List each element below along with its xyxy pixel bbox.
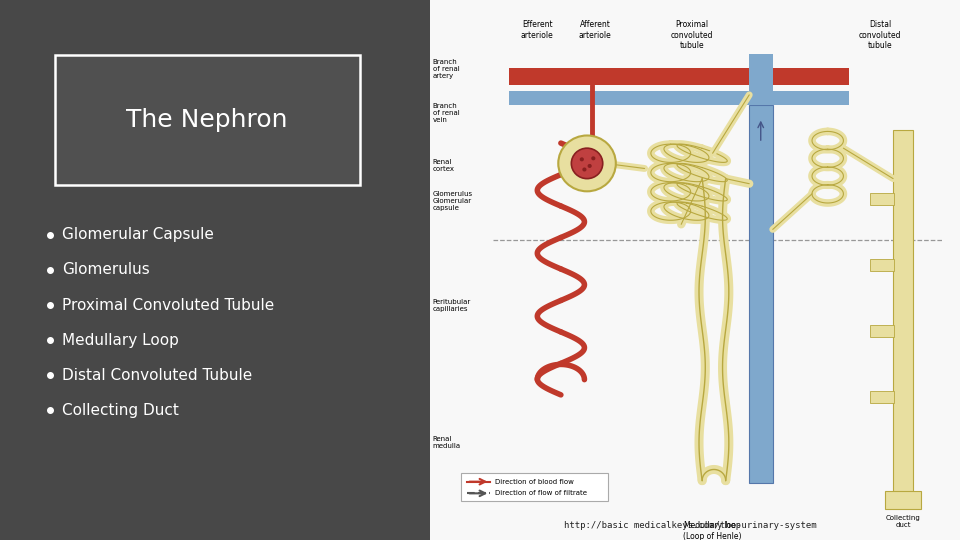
Circle shape	[559, 136, 615, 191]
Text: Afferent
arteriole: Afferent arteriole	[579, 21, 612, 39]
Text: Direction of blood flow: Direction of blood flow	[495, 478, 574, 485]
Bar	[870, 325, 894, 337]
Bar	[749, 105, 773, 483]
Bar	[893, 131, 913, 498]
Bar	[430, 0, 960, 540]
Bar	[870, 193, 894, 205]
Text: Collecting Duct: Collecting Duct	[62, 402, 179, 417]
Text: Proximal Convoluted Tubule: Proximal Convoluted Tubule	[62, 298, 275, 313]
Bar	[462, 473, 608, 501]
Text: Renal
cortex: Renal cortex	[433, 159, 455, 172]
Circle shape	[583, 167, 587, 172]
Text: Renal
medulla: Renal medulla	[433, 436, 461, 449]
Bar	[509, 69, 849, 85]
Circle shape	[588, 164, 591, 168]
Text: Distal
convoluted
tubule: Distal convoluted tubule	[859, 21, 901, 50]
Circle shape	[571, 148, 603, 179]
Text: Glomerulus
Glomerular
capsule: Glomerulus Glomerular capsule	[433, 192, 473, 212]
Bar	[885, 491, 921, 509]
Text: Medullary Loop: Medullary Loop	[62, 333, 179, 348]
Bar	[870, 391, 894, 403]
Text: Branch
of renal
vein: Branch of renal vein	[433, 103, 460, 123]
Circle shape	[591, 156, 595, 160]
Bar	[509, 91, 849, 105]
Text: Medullary loop
(Loop of Henle): Medullary loop (Loop of Henle)	[684, 521, 742, 540]
Text: Branch
of renal
artery: Branch of renal artery	[433, 59, 460, 79]
Text: Collecting
duct: Collecting duct	[886, 515, 921, 528]
Circle shape	[580, 157, 584, 161]
Text: Direction of flow of filtrate: Direction of flow of filtrate	[495, 490, 588, 496]
Text: Peritubular
capillaries: Peritubular capillaries	[433, 299, 471, 312]
Bar	[55, 55, 360, 185]
Text: http://basic medicalkeys.com/the-urinary-system: http://basic medicalkeys.com/the-urinary…	[564, 521, 816, 530]
Bar	[870, 259, 894, 271]
Text: Glomerulus: Glomerulus	[62, 262, 150, 278]
Text: Proximal
convoluted
tubule: Proximal convoluted tubule	[670, 21, 713, 50]
Text: Glomerular Capsule: Glomerular Capsule	[62, 227, 214, 242]
Text: Distal Convoluted Tubule: Distal Convoluted Tubule	[62, 368, 252, 382]
Text: Efferent
arteriole: Efferent arteriole	[521, 21, 554, 39]
Text: The Nephron: The Nephron	[127, 108, 288, 132]
Bar	[749, 55, 773, 105]
